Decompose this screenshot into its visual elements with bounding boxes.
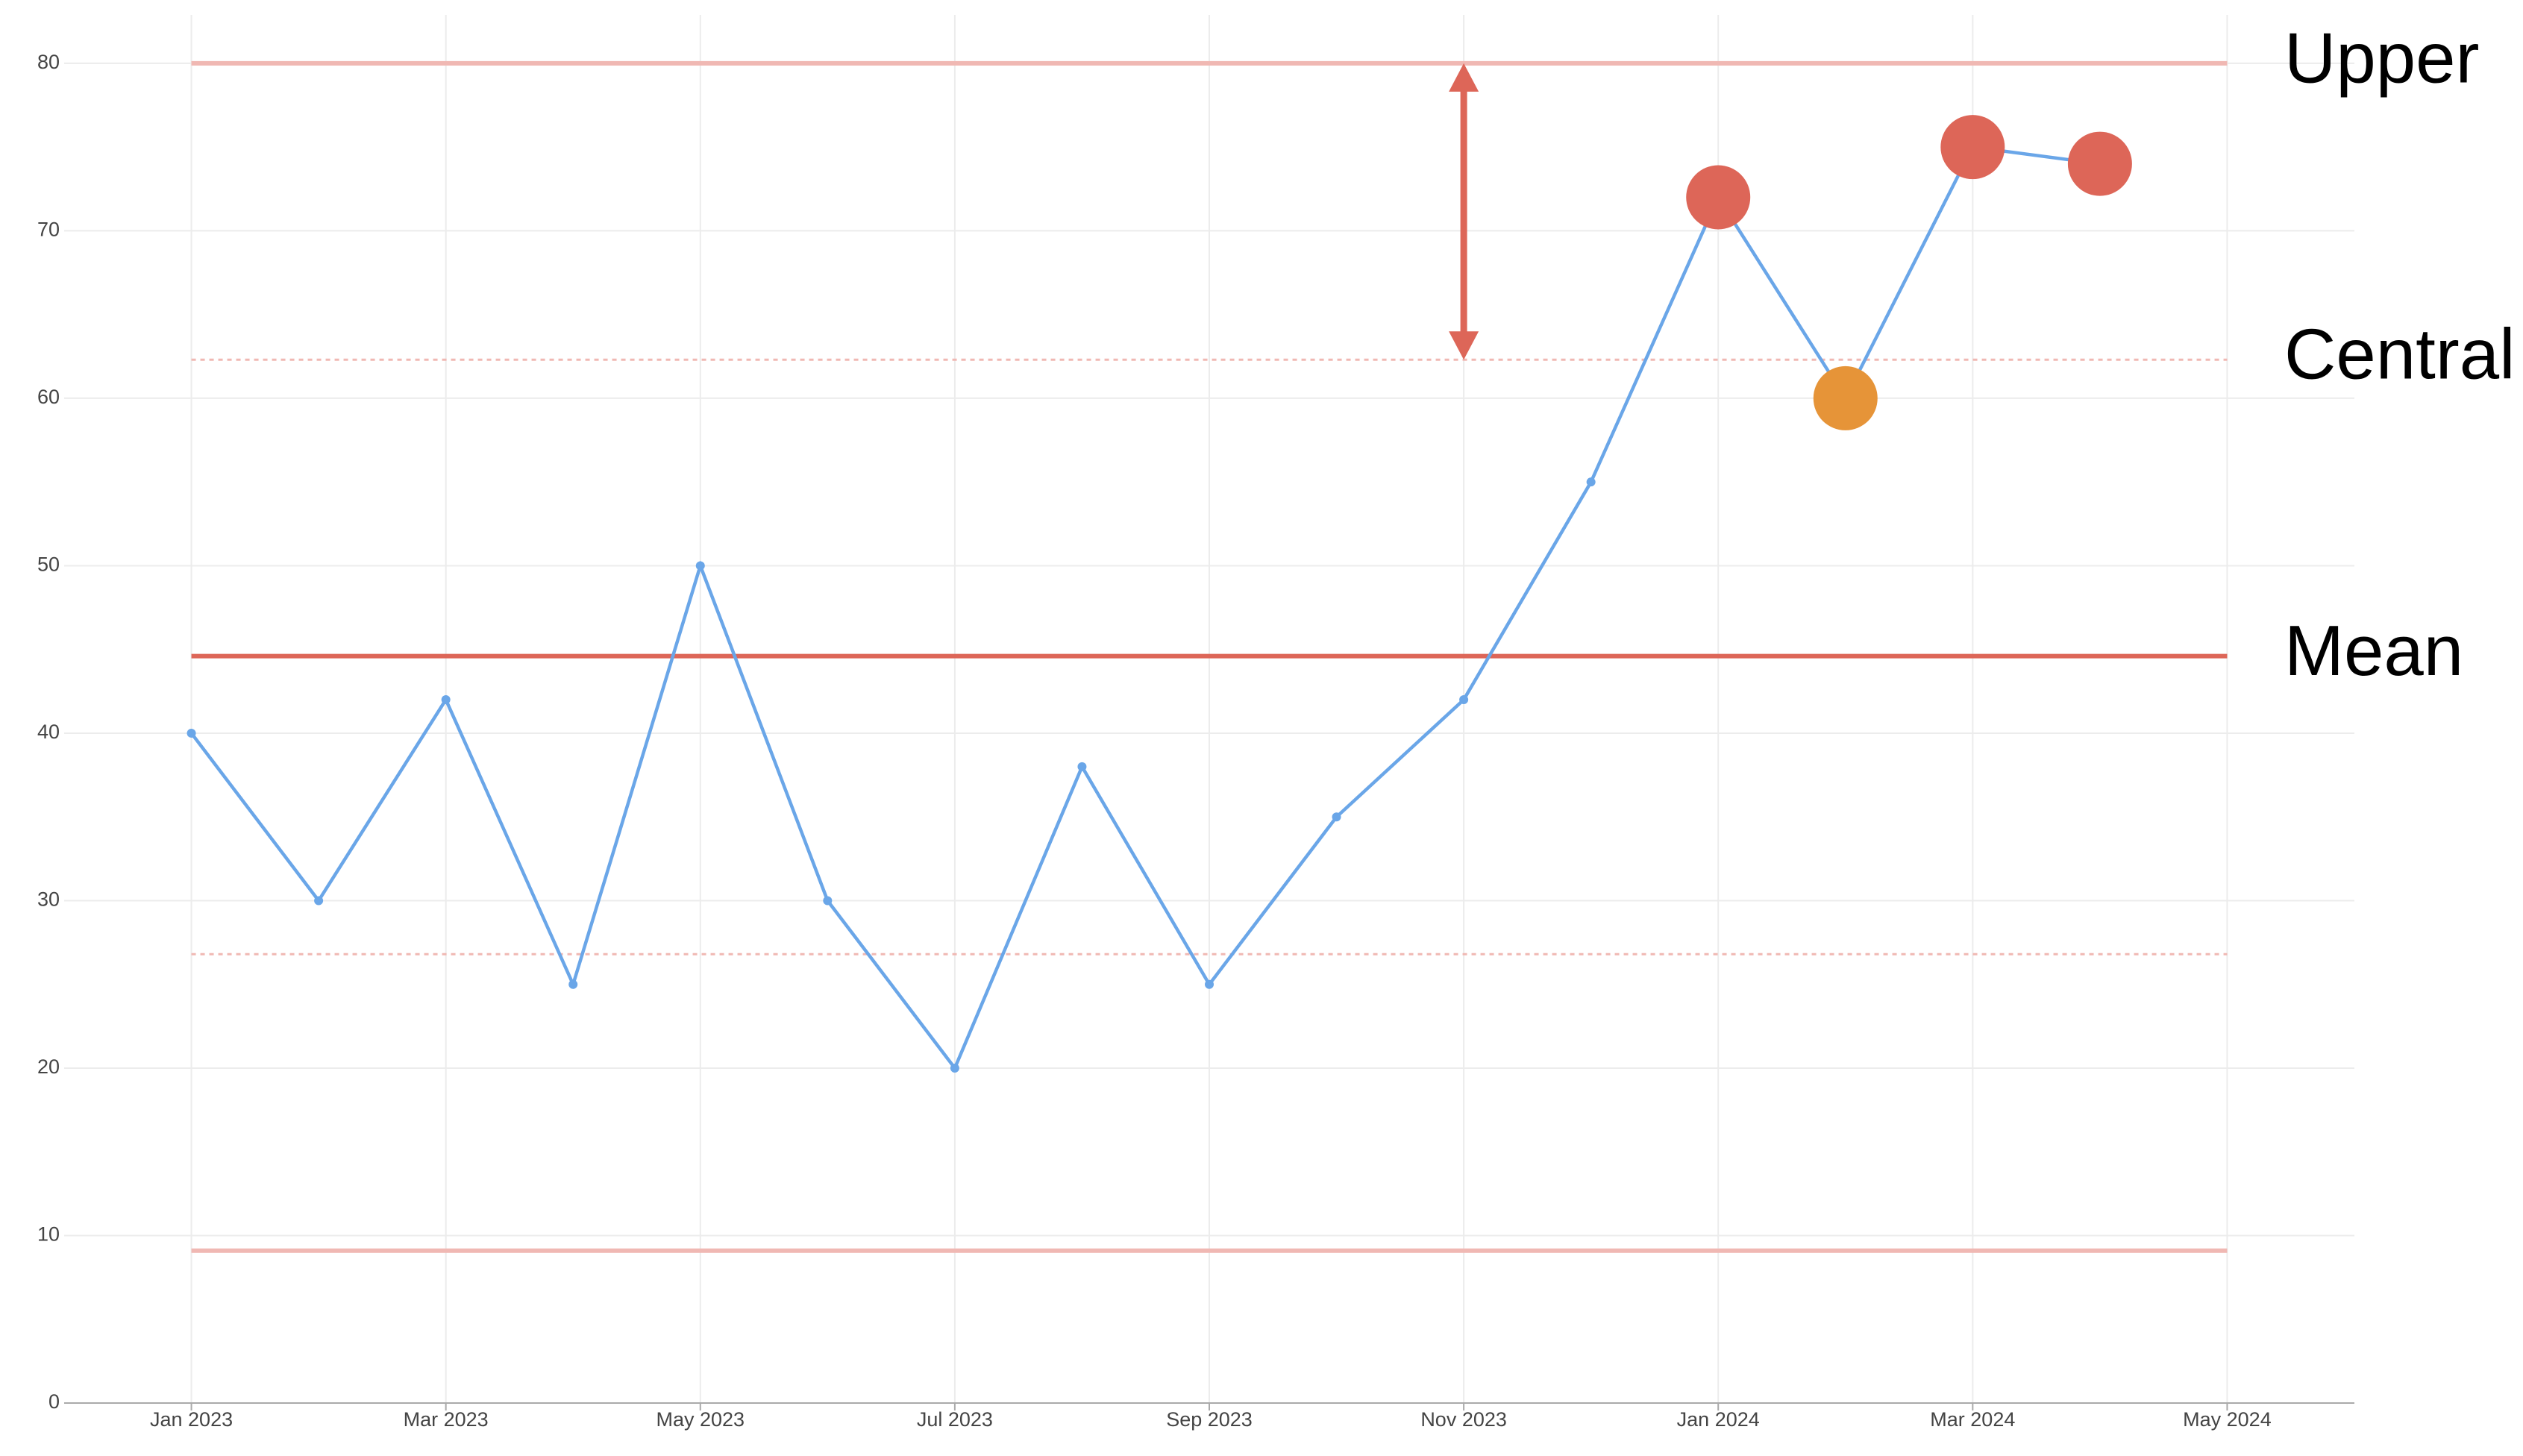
- x-tick-label: Nov 2023: [1420, 1408, 1507, 1431]
- point: [1205, 979, 1214, 989]
- point: [441, 695, 451, 705]
- x-tick-label: Jan 2023: [150, 1408, 233, 1431]
- point: [187, 728, 196, 738]
- highlight-point: [1686, 165, 1751, 230]
- highlight-point: [2067, 131, 2132, 196]
- x-tick-label: Jan 2024: [1677, 1408, 1760, 1431]
- point: [1077, 762, 1087, 771]
- reference-label: Upper: [2284, 18, 2479, 98]
- y-tick-label: 30: [37, 888, 60, 911]
- point: [823, 896, 833, 906]
- x-tick-label: Jul 2023: [917, 1408, 993, 1431]
- y-tick-label: 40: [37, 721, 60, 743]
- x-tick-label: May 2024: [2183, 1408, 2272, 1431]
- point: [314, 896, 324, 906]
- point: [568, 979, 578, 989]
- point: [1459, 695, 1469, 705]
- highlight-point: [1813, 365, 1878, 430]
- point: [1586, 477, 1596, 487]
- x-tick-label: Mar 2023: [404, 1408, 489, 1431]
- y-tick-label: 20: [37, 1055, 60, 1078]
- point: [695, 561, 705, 571]
- x-tick-label: Mar 2024: [1930, 1408, 2015, 1431]
- series-line: [189, 145, 2101, 1072]
- reference-label: Central: [2284, 315, 2515, 395]
- y-tick-label: 50: [37, 553, 60, 576]
- point: [950, 1063, 959, 1073]
- highlight-point: [1940, 115, 2005, 180]
- y-tick-label: 70: [37, 219, 60, 241]
- arrow-head: [1449, 331, 1479, 360]
- y-tick-label: 60: [37, 386, 60, 408]
- x-tick-label: May 2023: [656, 1408, 745, 1431]
- point: [1332, 812, 1341, 822]
- arrow-head: [1449, 63, 1479, 92]
- y-tick-label: 10: [37, 1223, 60, 1246]
- x-tick-label: Sep 2023: [1166, 1408, 1253, 1431]
- y-tick-label: 80: [37, 51, 60, 73]
- y-tick-label: 0: [48, 1390, 60, 1413]
- reference-label: Mean: [2284, 611, 2463, 691]
